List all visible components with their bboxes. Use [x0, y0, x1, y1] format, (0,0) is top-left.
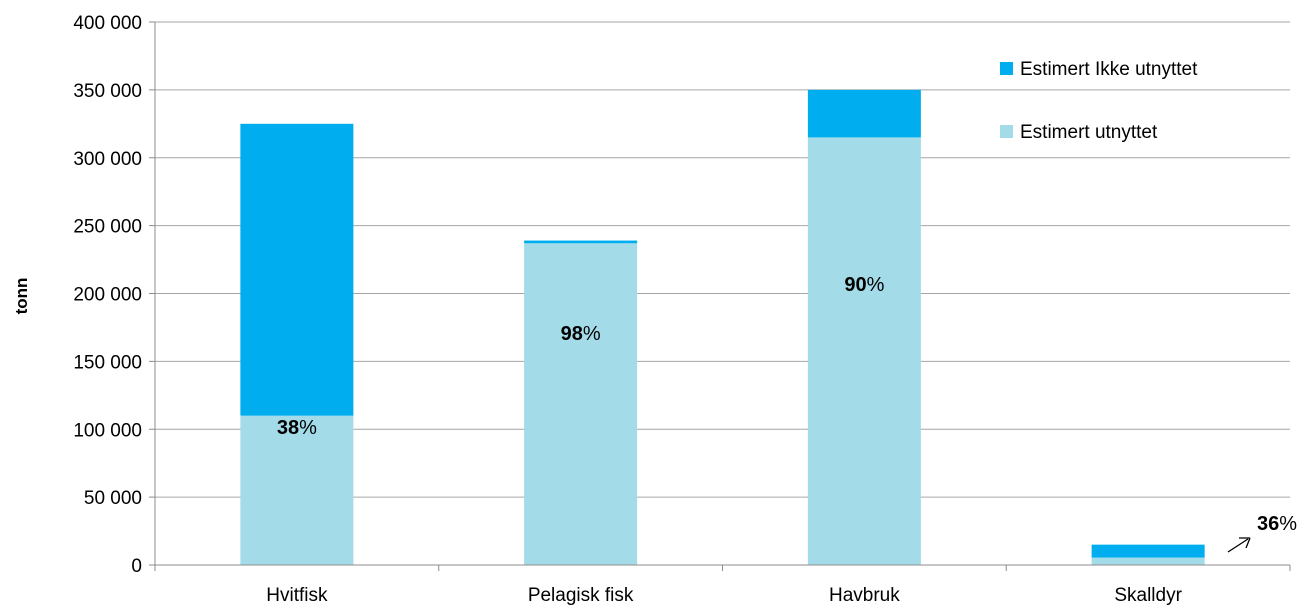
- legend: Estimert Ikke utnyttet Estimert utnyttet: [1000, 59, 1198, 143]
- legend-swatch: [1000, 62, 1013, 75]
- legend-label: Estimert Ikke utnyttet: [1020, 59, 1198, 80]
- callout-arrow-line: [1227, 538, 1249, 553]
- bar-segment: [240, 123, 354, 416]
- y-tick-label: 150 000: [73, 352, 142, 373]
- y-axis-title: tonn: [12, 278, 31, 315]
- percent-data-label: 38%: [277, 417, 317, 439]
- y-tick-label: 350 000: [73, 81, 142, 102]
- percent-value: 36: [1257, 513, 1279, 535]
- bars: [240, 89, 1205, 565]
- percent-value: 98: [561, 323, 583, 345]
- legend-label: Estimert utnyttet: [1020, 122, 1158, 143]
- x-category-label: Hvitfisk: [266, 585, 328, 606]
- percent-value: 38: [277, 417, 299, 439]
- bar-segment: [524, 240, 638, 244]
- bar-segment: [240, 415, 354, 565]
- bar-segment: [1091, 544, 1205, 558]
- x-category-labels: Hvitfisk Pelagisk fisk Havbruk Skalldyr: [266, 585, 1182, 606]
- percent-value: 90: [844, 274, 866, 296]
- y-tick-labels: 0 50 000 100 000 150 000 200 000 250 000 300 0…: [73, 13, 142, 577]
- callout-arrow-head: [1239, 537, 1251, 549]
- percent-sign: %: [1279, 513, 1297, 535]
- y-tick-label: 200 000: [73, 285, 142, 306]
- x-category-label: Havbruk: [829, 585, 900, 606]
- y-tick-label: 100 000: [73, 420, 142, 441]
- axes: [149, 21, 1291, 571]
- bar-segment: [807, 137, 921, 565]
- y-tick-label: 250 000: [73, 217, 142, 238]
- x-category-label: Pelagisk fisk: [528, 585, 634, 606]
- bar-segment: [524, 243, 638, 565]
- percent-sign: %: [867, 274, 885, 296]
- y-tick-label: 0: [131, 556, 142, 577]
- percent-sign: %: [299, 417, 317, 439]
- y-tick-label: 50 000: [84, 488, 142, 509]
- percent-data-label: 98%: [561, 323, 601, 345]
- legend-swatch: [1000, 125, 1013, 138]
- percent-data-label: 36%: [1257, 513, 1297, 535]
- percent-sign: %: [583, 323, 601, 345]
- y-tick-label: 300 000: [73, 149, 142, 170]
- bar-segment: [1091, 557, 1205, 565]
- bar-segment: [807, 89, 921, 138]
- data-labels: 38%98%90%36%: [277, 274, 1297, 553]
- x-category-label: Skalldyr: [1114, 585, 1182, 606]
- percent-data-label: 90%: [844, 274, 884, 296]
- y-tick-label: 400 000: [73, 13, 142, 34]
